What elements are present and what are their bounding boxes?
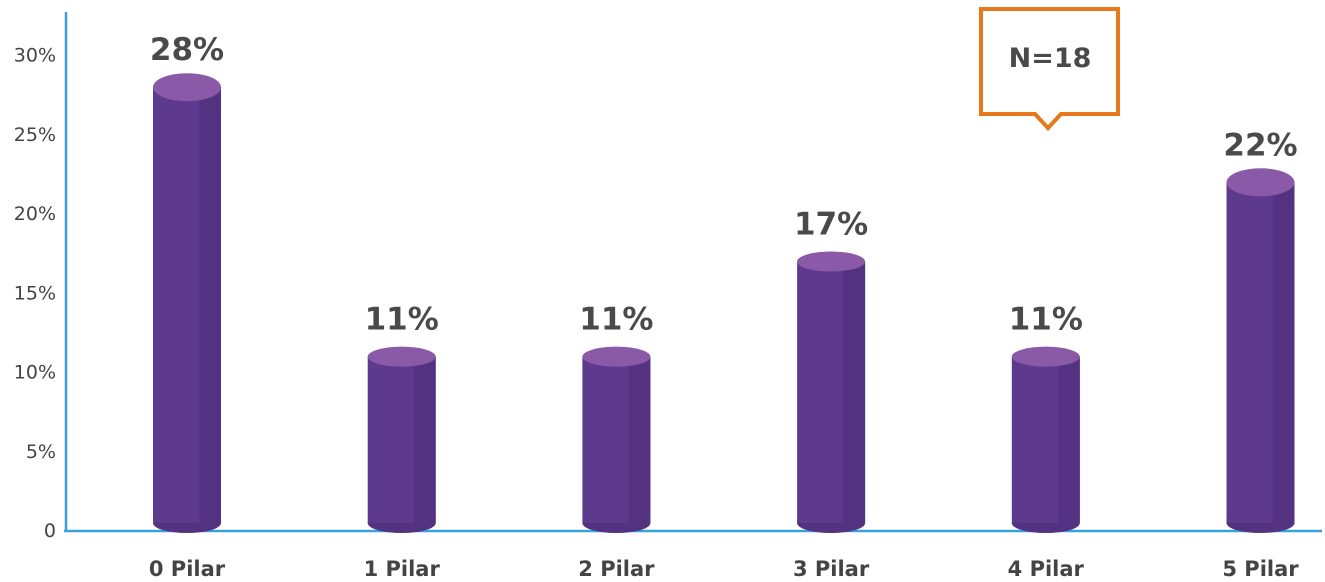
bar-top (1226, 168, 1295, 197)
y-tick-label: 5% (26, 441, 56, 463)
bar-shade (1058, 356, 1080, 523)
x-tick-labels: 0 Pilar 1 Pilar 2 Pilar 3 Pilar 4 Pilar 5 Pil… (149, 557, 1299, 581)
y-tick-label: 10% (14, 362, 56, 384)
bar-top (153, 73, 221, 102)
callout-box (979, 7, 1120, 131)
bar-shade (1272, 182, 1295, 524)
x-tick-label: 3 Pilar (793, 557, 870, 581)
x-tick-label: 1 Pilar (364, 557, 441, 581)
data-label: 17% (794, 207, 868, 243)
bar (153, 73, 221, 533)
data-labels: 28% 11% 11% 17% 11% 22% (150, 32, 1298, 337)
chart-axes (64, 12, 1322, 533)
bar-shade (199, 87, 221, 523)
y-tick-label: 0 (44, 520, 56, 542)
sample-size-label: N=18 (1009, 43, 1092, 74)
data-label: 11% (1009, 302, 1083, 338)
bar-top (797, 251, 866, 272)
bar (1011, 346, 1080, 533)
bar-top (367, 346, 436, 367)
y-tick-label: 15% (14, 282, 56, 304)
x-tick-label: 2 Pilar (578, 557, 655, 581)
bar (1226, 168, 1295, 533)
bar (367, 346, 436, 533)
bar-top (1011, 346, 1080, 367)
y-tick-label: 20% (14, 203, 56, 225)
bar (582, 346, 651, 533)
y-tick-label: 30% (14, 45, 56, 67)
bar (797, 251, 866, 533)
data-label: 22% (1223, 127, 1297, 163)
y-tick-labels: 0 5% 10% 15% 20% 25% 30% (14, 45, 56, 543)
data-label: 11% (579, 302, 653, 338)
x-tick-label: 0 Pilar (149, 557, 226, 581)
bar-shade (413, 356, 436, 523)
bar-shade (628, 356, 651, 523)
x-tick-label: 4 Pilar (1008, 557, 1085, 581)
data-label: 28% (150, 32, 224, 68)
sample-size-callout: N=18 (979, 7, 1120, 131)
bar-shade (843, 261, 866, 523)
bars (153, 73, 1295, 533)
x-tick-label: 5 Pilar (1222, 557, 1299, 581)
bar-top (582, 346, 651, 367)
y-tick-label: 25% (14, 124, 56, 146)
data-label: 11% (365, 302, 439, 338)
